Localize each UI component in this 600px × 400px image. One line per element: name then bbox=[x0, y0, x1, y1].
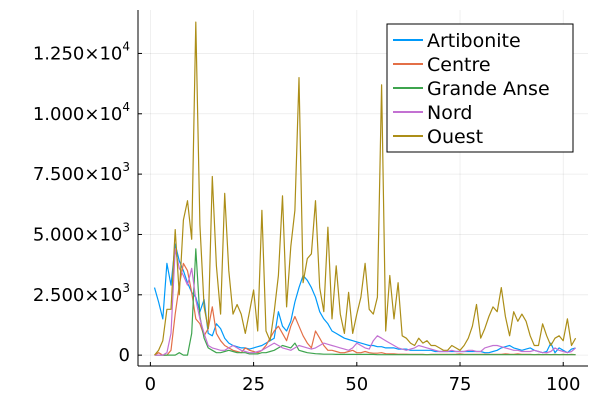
series-line-grande-anse bbox=[154, 248, 576, 356]
y-tick-label: 0 bbox=[119, 345, 130, 366]
x-axis-ticks: 0 25 50 75 100 bbox=[145, 362, 580, 395]
x-tick-label: 100 bbox=[546, 374, 580, 395]
legend-item: Nord bbox=[393, 102, 472, 124]
x-tick-label: 75 bbox=[449, 374, 472, 395]
series-lines bbox=[153, 21, 577, 356]
legend-label: Artibonite bbox=[427, 30, 521, 52]
legend-label: Grande Anse bbox=[427, 78, 550, 100]
axes bbox=[137, 10, 588, 367]
legend-label: Ouest bbox=[427, 126, 483, 148]
series-line-artibonite bbox=[153, 243, 576, 354]
y-axis-ticks: 0 2.500×103 5.000×103 7.500×103 1.000×104 1.2… bbox=[33, 39, 142, 366]
legend-item: Centre bbox=[393, 54, 491, 76]
legend-item: Artibonite bbox=[393, 30, 521, 52]
series-line-centre bbox=[154, 262, 576, 356]
x-tick-label: 50 bbox=[345, 374, 368, 395]
x-tick-label: 0 bbox=[145, 374, 156, 395]
y-tick-label: 1.000×104 bbox=[33, 100, 130, 125]
y-tick-label: 5.000×103 bbox=[33, 220, 130, 245]
y-tick-label: 1.250×104 bbox=[33, 39, 130, 64]
series-line-ouest bbox=[154, 21, 577, 356]
y-tick-label: 7.500×103 bbox=[33, 160, 130, 185]
y-tick-label: 2.500×103 bbox=[33, 281, 130, 306]
x-tick-label: 25 bbox=[242, 374, 265, 395]
legend-label: Nord bbox=[427, 102, 472, 124]
legend-label: Centre bbox=[427, 54, 491, 76]
legend-item: Grande Anse bbox=[393, 78, 550, 100]
series-line-nord bbox=[154, 248, 576, 356]
legend-item: Ouest bbox=[393, 126, 483, 148]
